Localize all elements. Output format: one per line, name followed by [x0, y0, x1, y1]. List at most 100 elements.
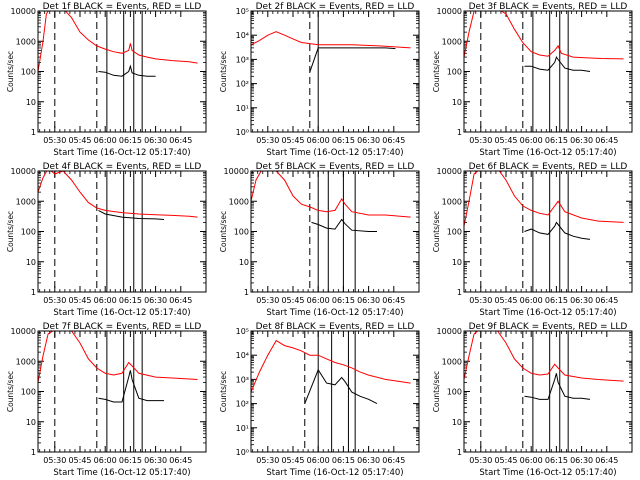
y-axis-label: Counts/sec: [6, 211, 15, 252]
y-tick-label: 1: [31, 128, 36, 137]
x-tick-label: 06:45: [169, 296, 192, 305]
series-line-lld: [251, 171, 411, 218]
series-line-lld: [38, 11, 198, 72]
panel-3: Det 3f BLACK = Events, RED = LLD Counts/s…: [432, 2, 633, 158]
x-tick-label: 05:30: [469, 296, 492, 305]
x-tick-label: 05:45: [68, 456, 91, 465]
y-tick-label: 10000: [11, 327, 36, 336]
y-tick-label: 10³: [236, 55, 249, 64]
y-tick-label: 1000: [16, 357, 36, 366]
x-tick-label: 06:30: [144, 136, 167, 145]
y-tick-label: 10²: [236, 400, 249, 409]
plot-frame: [37, 330, 207, 453]
x-tick-label: 06:00: [94, 456, 117, 465]
x-tick-label: 05:45: [68, 296, 91, 305]
y-tick-label: 10³: [236, 375, 249, 384]
y-axis-label: Counts/sec: [432, 51, 441, 92]
y-tick-label: 10: [239, 258, 249, 267]
x-tick-label: 06:15: [119, 296, 142, 305]
y-tick-label: 10000: [11, 7, 36, 16]
y-tick-label: 10⁵: [236, 7, 249, 16]
y-tick-label: 10⁴: [236, 351, 249, 360]
series-line-events: [524, 373, 591, 400]
y-axis-label: Counts/sec: [219, 371, 228, 412]
series-line-lld: [464, 171, 624, 227]
x-tick-label: 06:15: [332, 296, 355, 305]
y-tick-label: 1000: [16, 37, 36, 46]
x-tick-label: 06:45: [169, 456, 192, 465]
x-tick-label: 06:15: [119, 136, 142, 145]
x-tick-label: 05:30: [469, 136, 492, 145]
y-tick-label: 1: [457, 128, 462, 137]
x-axis-label: Start Time (16-Oct-12 05:17:40): [479, 468, 616, 478]
y-tick-label: 100: [21, 388, 36, 397]
x-tick-label: 06:00: [520, 136, 543, 145]
x-axis-label: Start Time (16-Oct-12 05:17:40): [266, 468, 403, 478]
series-line-events: [98, 64, 156, 77]
x-tick-label: 06:45: [595, 456, 618, 465]
y-tick-label: 10000: [224, 167, 249, 176]
series-line-lld: [464, 11, 624, 60]
x-tick-label: 06:15: [545, 456, 568, 465]
y-tick-label: 10000: [437, 7, 462, 16]
y-tick-label: 100: [447, 388, 462, 397]
x-tick-label: 06:45: [595, 136, 618, 145]
x-tick-label: 06:15: [119, 456, 142, 465]
x-tick-label: 06:30: [357, 296, 380, 305]
x-tick-label: 06:00: [520, 296, 543, 305]
x-tick-label: 05:45: [281, 456, 304, 465]
x-tick-label: 06:15: [545, 296, 568, 305]
plot-frame: [37, 10, 207, 133]
x-axis-label: Start Time (16-Oct-12 05:17:40): [53, 468, 190, 478]
y-tick-label: 100: [447, 68, 462, 77]
panel-title: Det 8f BLACK = Events, RED = LLD: [256, 322, 415, 332]
plot-frame: [463, 170, 633, 293]
y-tick-label: 10⁴: [236, 31, 249, 40]
panel-title: Det 7f BLACK = Events, RED = LLD: [43, 322, 202, 332]
x-axis-label: Start Time (16-Oct-12 05:17:40): [266, 308, 403, 318]
y-tick-label: 10¹: [236, 104, 249, 113]
x-axis-label: Start Time (16-Oct-12 05:17:40): [266, 148, 403, 158]
x-tick-label: 06:45: [169, 136, 192, 145]
x-tick-label: 06:00: [94, 296, 117, 305]
y-tick-label: 100: [234, 228, 249, 237]
panel-9: Det 9f BLACK = Events, RED = LLD Counts/s…: [432, 322, 633, 478]
x-tick-label: 05:30: [469, 456, 492, 465]
x-tick-label: 06:00: [307, 456, 330, 465]
series-line-events: [524, 55, 591, 72]
x-tick-label: 05:45: [494, 136, 517, 145]
y-tick-label: 10000: [437, 327, 462, 336]
x-tick-label: 06:30: [357, 136, 380, 145]
y-axis-label: Counts/sec: [432, 211, 441, 252]
y-tick-label: 1000: [442, 357, 462, 366]
x-tick-label: 05:45: [494, 456, 517, 465]
x-tick-label: 05:30: [256, 296, 279, 305]
series-line-lld: [38, 331, 198, 383]
y-tick-label: 10: [26, 418, 36, 427]
panel-title: Det 6f BLACK = Events, RED = LLD: [469, 162, 628, 172]
y-tick-label: 10: [26, 98, 36, 107]
x-tick-label: 06:45: [382, 136, 405, 145]
panel-title: Det 1f BLACK = Events, RED = LLD: [43, 2, 202, 12]
y-tick-label: 10: [452, 98, 462, 107]
panel-title: Det 3f BLACK = Events, RED = LLD: [469, 2, 628, 12]
x-tick-label: 06:15: [332, 456, 355, 465]
x-axis-label: Start Time (16-Oct-12 05:17:40): [479, 148, 616, 158]
panel-title: Det 4f BLACK = Events, RED = LLD: [43, 162, 202, 172]
x-tick-label: 06:15: [545, 136, 568, 145]
series-line-events: [309, 47, 396, 73]
x-tick-label: 06:15: [332, 136, 355, 145]
y-tick-label: 1: [244, 288, 249, 297]
series-line-lld: [38, 171, 198, 218]
x-tick-label: 06:45: [595, 296, 618, 305]
panel-6: Det 6f BLACK = Events, RED = LLD Counts/s…: [432, 162, 633, 318]
y-tick-label: 10⁰: [236, 128, 249, 137]
panel-8: Det 8f BLACK = Events, RED = LLD Counts/s…: [219, 322, 420, 478]
y-tick-label: 10: [452, 258, 462, 267]
y-tick-label: 1000: [442, 37, 462, 46]
series-line-events: [98, 209, 165, 220]
y-axis-label: Counts/sec: [432, 371, 441, 412]
panel-title: Det 5f BLACK = Events, RED = LLD: [256, 162, 415, 172]
x-tick-label: 05:45: [281, 296, 304, 305]
series-line-events: [98, 370, 164, 403]
